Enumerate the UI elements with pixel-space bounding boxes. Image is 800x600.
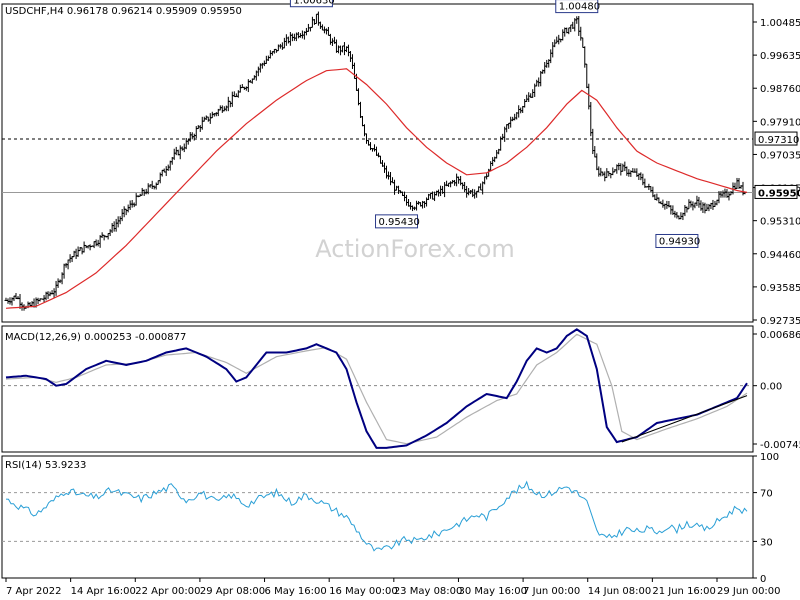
price-panel: USDCHF,H4 0.96178 0.96214 0.95909 0.9595… xyxy=(1,0,800,327)
y-tick-label: 0.99635 xyxy=(760,51,800,62)
x-tick-label: 7 Jun 00:00 xyxy=(523,586,580,597)
x-tick-label: 29 Jun 00:00 xyxy=(717,586,781,597)
macd-signal-line xyxy=(5,333,748,445)
y-tick-label: 0.93585 xyxy=(760,283,800,294)
swing-annotation-label: 0.95430 xyxy=(379,217,420,228)
y-tick-label: 0 xyxy=(760,574,766,585)
level-badge xyxy=(754,131,798,146)
x-tick-label: 7 Apr 2022 xyxy=(6,586,61,597)
y-tick-label: 0.97910 xyxy=(760,117,800,128)
panel-frame xyxy=(1,3,754,323)
x-tick-label: 6 May 16:00 xyxy=(265,586,327,597)
y-tick-label: 0.97035 xyxy=(760,150,800,161)
y-tick-label: 100 xyxy=(760,452,779,463)
y-tick-label: 0.95310 xyxy=(760,217,800,228)
moving-average-line xyxy=(5,68,748,309)
symbol-header: USDCHF,H4 0.96178 0.96214 0.95909 0.9595… xyxy=(5,6,242,17)
y-tick-label: 0.00 xyxy=(760,382,782,393)
swing-annotation-label: 1.00630 xyxy=(293,0,334,7)
level-label: 0.95950 xyxy=(758,188,800,199)
y-tick-label: 0.94460 xyxy=(760,250,800,261)
level-badge xyxy=(754,184,798,199)
swing-annotation-label: 1.00480 xyxy=(559,2,600,13)
y-tick-label: 30 xyxy=(760,537,773,548)
macd-trendline xyxy=(621,395,748,443)
panel-frame xyxy=(1,325,754,453)
watermark: ActionForex.com xyxy=(315,235,515,263)
y-tick-label: 0.98760 xyxy=(760,84,800,95)
x-tick-label: 29 Apr 08:00 xyxy=(200,586,265,597)
rsi-line xyxy=(5,480,748,552)
swing-annotation-label: 0.94930 xyxy=(659,236,700,247)
x-tick-label: 16 May 00:00 xyxy=(329,586,398,597)
x-tick-label: 23 May 08:00 xyxy=(394,586,463,597)
y-tick-label: -0.007454 xyxy=(760,440,800,451)
swing-annotation-box xyxy=(375,214,419,229)
x-tick-label: 14 Jun 08:00 xyxy=(588,586,652,597)
y-tick-label: 70 xyxy=(760,489,773,500)
swing-annotation-box xyxy=(289,0,333,8)
y-tick-label: 0.006861 xyxy=(760,330,800,341)
y-tick-label: 1.00485 xyxy=(760,18,800,29)
x-tick-label: 21 Jun 16:00 xyxy=(652,586,716,597)
level-label: 0.97310 xyxy=(758,135,799,146)
macd-line xyxy=(5,328,748,449)
x-tick-label: 14 Apr 16:00 xyxy=(71,586,136,597)
y-tick-label: 0.92735 xyxy=(760,316,800,327)
swing-annotation-box xyxy=(655,233,699,248)
macd-header: MACD(12,26,9) 0.000253 -0.000877 xyxy=(5,332,186,343)
macd-panel: MACD(12,26,9) 0.000253 -0.000877 0.00686… xyxy=(1,325,800,453)
time-axis: 7 Apr 2022 14 Apr 16:00 22 Apr 00:00 29 Apr… xyxy=(5,578,781,597)
rsi-header: RSI(14) 53.9233 xyxy=(5,460,86,471)
rsi-panel: RSI(14) 53.9233 100 70 30 0 xyxy=(1,452,779,585)
x-tick-label: 22 Apr 00:00 xyxy=(135,586,200,597)
panel-frame xyxy=(1,455,754,579)
swing-annotation-box xyxy=(555,0,599,14)
x-tick-label: 30 May 16:00 xyxy=(458,586,527,597)
